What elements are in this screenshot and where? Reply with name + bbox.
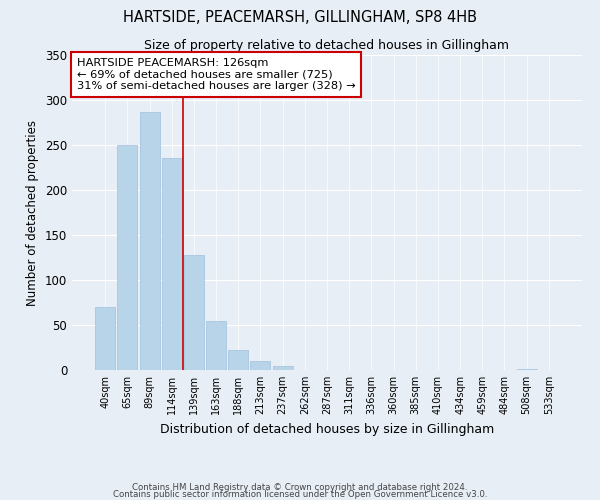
- Text: HARTSIDE, PEACEMARSH, GILLINGHAM, SP8 4HB: HARTSIDE, PEACEMARSH, GILLINGHAM, SP8 4H…: [123, 10, 477, 25]
- Title: Size of property relative to detached houses in Gillingham: Size of property relative to detached ho…: [145, 40, 509, 52]
- Bar: [162, 158, 182, 370]
- Bar: [250, 361, 271, 370]
- X-axis label: Distribution of detached houses by size in Gillingham: Distribution of detached houses by size …: [160, 422, 494, 436]
- Bar: [184, 255, 204, 370]
- Bar: [95, 307, 115, 370]
- Text: Contains HM Land Registry data © Crown copyright and database right 2024.: Contains HM Land Registry data © Crown c…: [132, 484, 468, 492]
- Y-axis label: Number of detached properties: Number of detached properties: [26, 120, 40, 306]
- Text: Contains public sector information licensed under the Open Government Licence v3: Contains public sector information licen…: [113, 490, 487, 499]
- Bar: [272, 366, 293, 370]
- Bar: [517, 369, 536, 370]
- Bar: [118, 145, 137, 370]
- Bar: [228, 350, 248, 370]
- Bar: [206, 322, 226, 370]
- Text: HARTSIDE PEACEMARSH: 126sqm
← 69% of detached houses are smaller (725)
31% of se: HARTSIDE PEACEMARSH: 126sqm ← 69% of det…: [77, 58, 356, 92]
- Bar: [140, 112, 160, 370]
